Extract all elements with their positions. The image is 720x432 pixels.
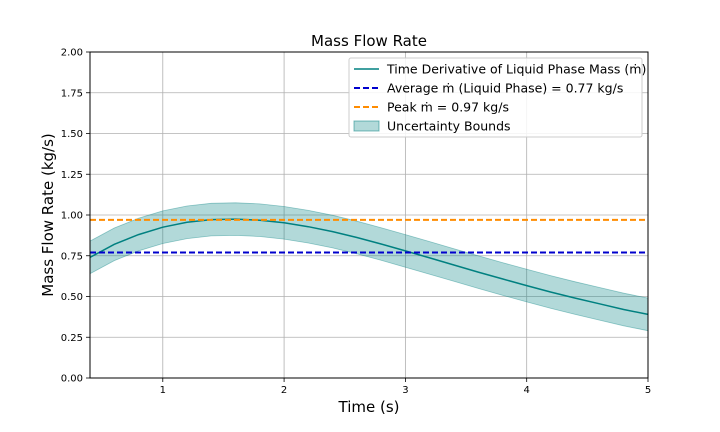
x-tick-label-1: 2	[281, 385, 287, 396]
y-tick-label-4: 1.00	[61, 211, 83, 222]
y-tick-label-1: 0.25	[61, 333, 83, 344]
legend-label-derivative: Time Derivative of Liquid Phase Mass (ṁ)	[386, 62, 646, 77]
series-layer	[89, 218, 649, 316]
legend: Time Derivative of Liquid Phase Mass (ṁ)…	[348, 57, 646, 138]
legend-swatch-uncertainty	[353, 120, 380, 132]
y-tick-label-3: 0.75	[61, 251, 83, 262]
y-tick-label-8: 2.00	[61, 48, 83, 59]
x-tick-label-3: 4	[524, 385, 530, 396]
y-axis-ticks: 0.00 0.25 0.50 0.75 1.00 1.25 1.50 1.75 2.00	[61, 48, 90, 385]
legend-label-uncertainty: Uncertainty Bounds	[387, 119, 511, 134]
y-axis-label: Mass Flow Rate (kg/s)	[39, 133, 57, 296]
x-axis-label: Time (s)	[338, 398, 400, 416]
uncertainty-band	[89, 202, 649, 332]
x-tick-label-0: 1	[160, 385, 166, 396]
legend-label-average: Average ṁ (Liquid Phase) = 0.77 kg/s	[387, 81, 623, 96]
uncertainty-band-layer	[89, 202, 649, 332]
legend-label-peak: Peak ṁ = 0.97 kg/s	[387, 100, 509, 115]
y-tick-label-7: 1.75	[61, 88, 83, 99]
y-tick-label-2: 0.50	[61, 292, 83, 303]
y-tick-label-0: 0.00	[61, 374, 83, 385]
x-tick-label-2: 3	[402, 385, 408, 396]
derivative-line	[89, 218, 649, 316]
y-tick-label-5: 1.25	[61, 170, 83, 181]
y-tick-label-6: 1.50	[61, 129, 83, 140]
legend-box	[348, 57, 643, 138]
x-axis-ticks: 1 2 3 4 5	[160, 378, 651, 396]
x-tick-label-4: 5	[645, 385, 651, 396]
chart-title: Mass Flow Rate	[311, 32, 427, 50]
